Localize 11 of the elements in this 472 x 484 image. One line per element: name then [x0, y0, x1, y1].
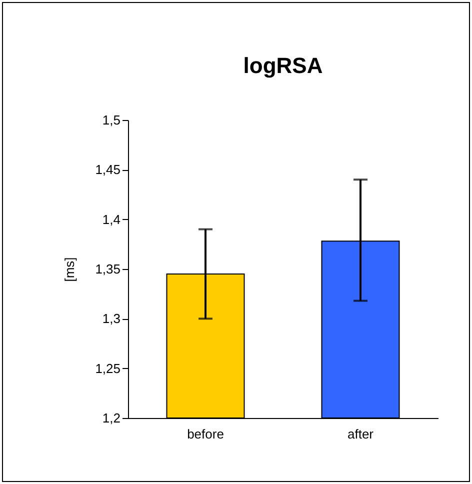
y-tick-label: 1,35 — [95, 262, 120, 276]
y-axis-title: [ms] — [62, 257, 78, 282]
x-tick-label: before — [187, 426, 224, 442]
y-tick-label: 1,45 — [95, 162, 120, 178]
x-tick-label: after — [347, 426, 374, 442]
y-tick-label: 1,25 — [95, 360, 120, 376]
chart-title: logRSA — [243, 53, 323, 78]
y-tick-label: 1,3 — [102, 311, 120, 326]
y-tick-label: 1,5 — [102, 112, 120, 128]
y-tick-label: 1,4 — [102, 212, 120, 227]
y-tick-label: 1,2 — [102, 410, 120, 426]
